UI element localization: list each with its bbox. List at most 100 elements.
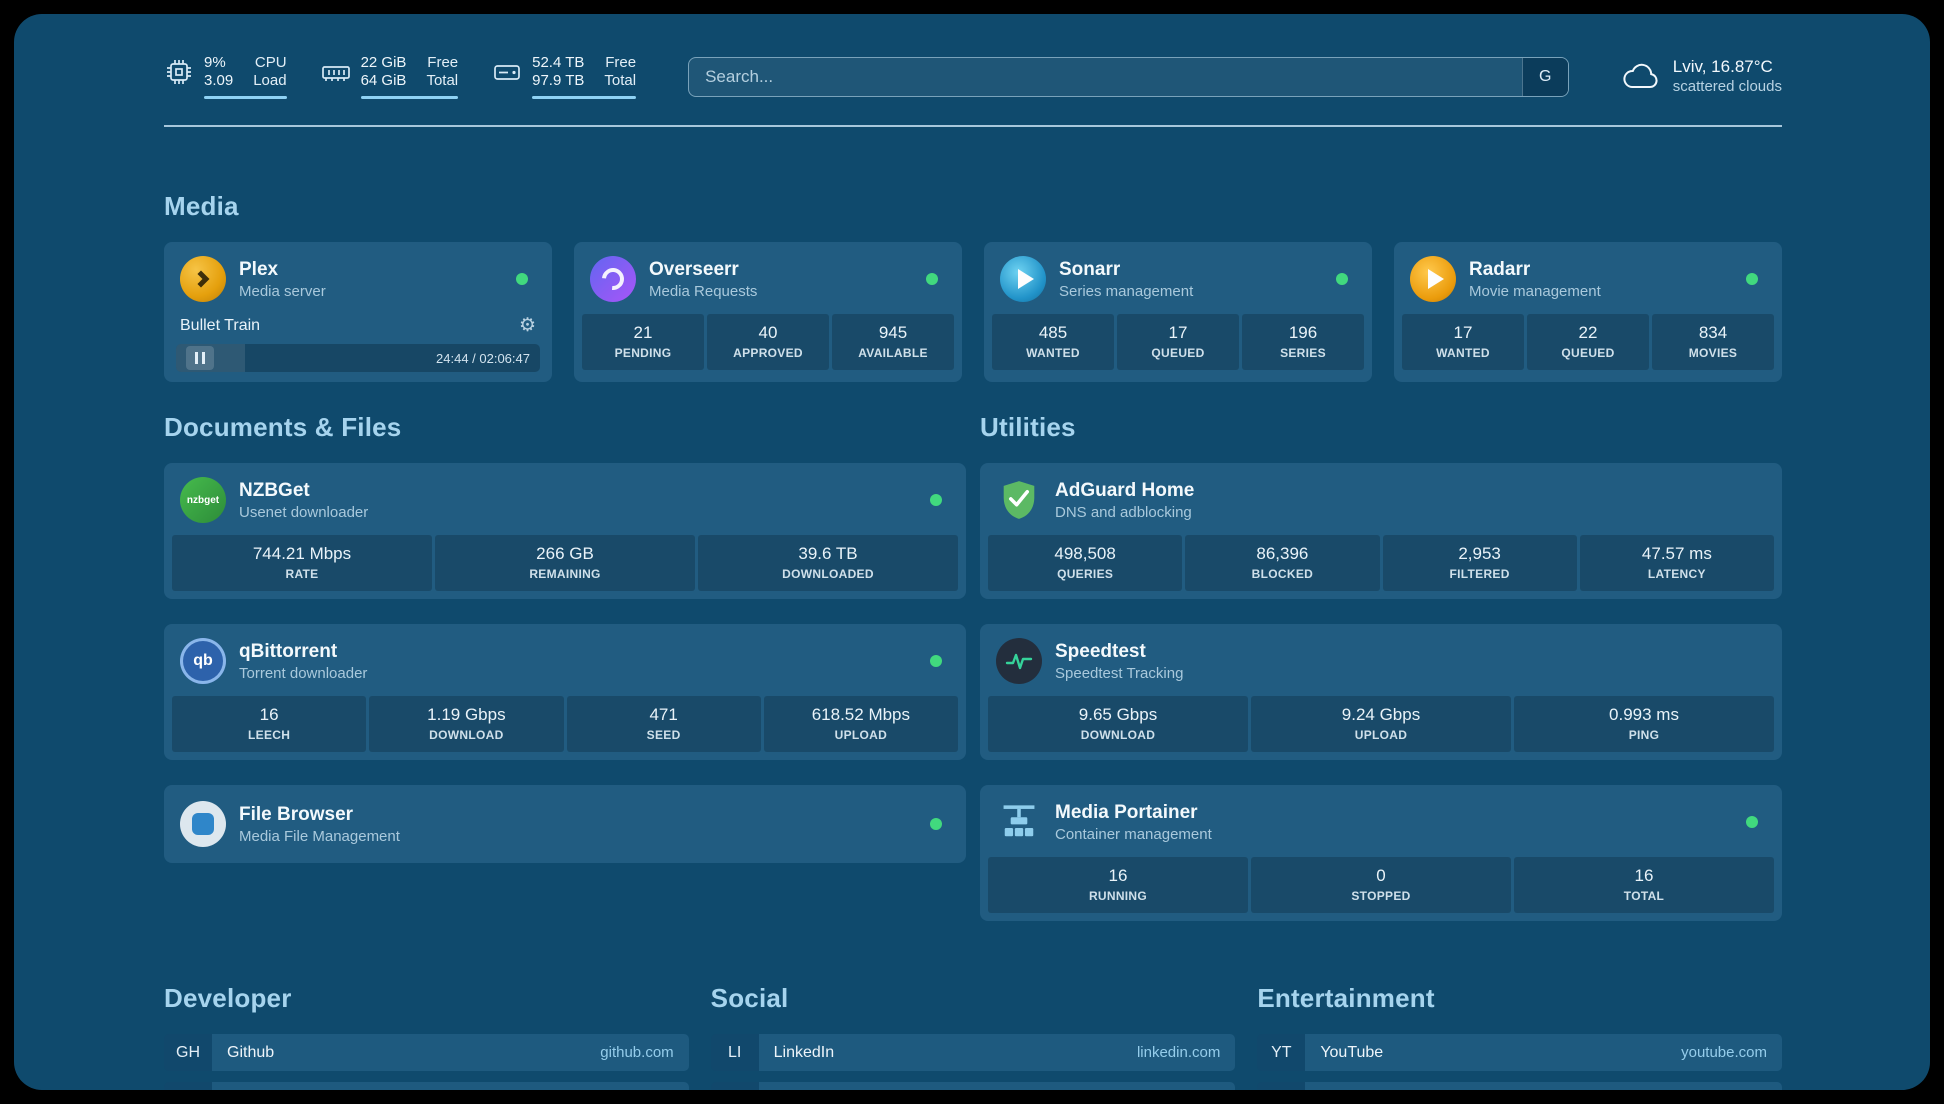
memory-total-label: Total: [426, 72, 459, 89]
service-card-plex: Plex Media server Bullet Train ⚙ 24:44 /…: [164, 242, 552, 382]
service-card-portainer: Media Portainer Container management 16 R…: [980, 785, 1782, 921]
sonarr-header-link[interactable]: Sonarr Series management: [992, 250, 1364, 314]
bookmark-url: github.com: [600, 1044, 674, 1061]
service-name[interactable]: Plex: [239, 258, 279, 280]
progress-fill: [176, 344, 246, 372]
stat-remaining: 266 GB REMAINING: [435, 535, 695, 591]
bookmark-name: YouTube: [1320, 1043, 1384, 1061]
bookmark-url: linkedin.com: [1136, 1044, 1221, 1061]
service-description: Media Requests: [649, 282, 758, 300]
stat-pending: 21 PENDING: [582, 314, 704, 370]
qbittorrent-header-link[interactable]: qb qBittorrent Torrent downloader: [172, 632, 958, 696]
disk-meter: [532, 96, 637, 99]
filebrowser-header-link[interactable]: File Browser Media File Management: [172, 793, 958, 855]
cpu-usage-value: 9%: [204, 54, 226, 71]
memory-widget: 22 GiB 64 GiB Free Total: [321, 54, 459, 99]
overseerr-icon[interactable]: [590, 256, 636, 302]
service-name[interactable]: AdGuard Home: [1055, 479, 1195, 501]
service-name[interactable]: File Browser: [239, 803, 354, 825]
memory-free-label: Free: [427, 54, 459, 71]
service-name[interactable]: NZBGet: [239, 479, 310, 501]
bookmark-linkedin[interactable]: LI LinkedIn linkedin.com: [710, 1034, 1236, 1071]
gear-icon[interactable]: ⚙: [518, 315, 536, 336]
cpu-meter: [204, 96, 287, 99]
sonarr-icon[interactable]: [1000, 256, 1046, 302]
stat-leech: 16 LEECH: [172, 696, 367, 752]
cpu-usage-label: CPU: [254, 54, 287, 71]
status-online-dot: [1336, 273, 1348, 285]
service-name[interactable]: qBittorrent: [239, 640, 338, 662]
stat-downloaded: 39.6 TB DOWNLOADED: [698, 535, 958, 591]
section-documents: Documents & Files nzbget NZBGet Usenet d…: [164, 412, 966, 863]
section-utilities: Utilities AdGuard Home DNS and a: [980, 412, 1782, 921]
bookmark-netflix[interactable]: NF Netflix netflix.com: [1257, 1082, 1782, 1090]
disk-widget: 52.4 TB 97.9 TB Free Total: [492, 54, 637, 99]
portainer-header-link[interactable]: Media Portainer Container management: [988, 793, 1774, 857]
service-description: Usenet downloader: [239, 503, 369, 521]
playback-progress-bar: 24:44 / 02:06:47: [176, 344, 540, 372]
bookmark-abbr: YT: [1257, 1034, 1306, 1071]
disk-total-label: Total: [604, 72, 637, 89]
service-description: DNS and adblocking: [1055, 503, 1192, 521]
plex-header-link[interactable]: Plex Media server: [172, 250, 544, 314]
search-bar: G: [688, 56, 1569, 97]
service-name[interactable]: Sonarr: [1059, 258, 1121, 280]
speedtest-header-link[interactable]: Speedtest Speedtest Tracking: [988, 632, 1774, 696]
plex-now-playing: Bullet Train ⚙ 24:44 / 02:06:47: [172, 316, 544, 374]
media-section-title: Media: [164, 191, 239, 221]
adguard-header-link[interactable]: AdGuard Home DNS and adblocking: [988, 471, 1774, 535]
bookmark-github[interactable]: GH Github github.com: [164, 1034, 689, 1071]
service-name[interactable]: Speedtest: [1055, 640, 1146, 662]
service-name[interactable]: Media Portainer: [1055, 801, 1198, 823]
pause-button[interactable]: [186, 346, 214, 370]
nzbget-header-link[interactable]: nzbget NZBGet Usenet downloader: [172, 471, 958, 535]
cpu-widget: 9% 3.09 CPU Load: [164, 54, 287, 99]
social-section-title: Social: [710, 983, 789, 1013]
service-description: Torrent downloader: [239, 664, 368, 682]
stat-blocked: 86,396 BLOCKED: [1185, 535, 1380, 591]
entertainment-section-title: Entertainment: [1257, 983, 1435, 1013]
stat-rate: 744.21 Mbps RATE: [172, 535, 432, 591]
bookmark-name: LinkedIn: [773, 1043, 835, 1061]
radarr-icon[interactable]: [1410, 256, 1456, 302]
service-description: Speedtest Tracking: [1055, 664, 1184, 682]
now-playing-title: Bullet Train: [180, 316, 261, 334]
stat-download: 9.65 Gbps DOWNLOAD: [988, 696, 1248, 752]
service-card-overseerr: Overseerr Media Requests 21 PENDING 40 APP…: [574, 242, 962, 382]
status-online-dot: [516, 273, 528, 285]
status-online-dot: [1746, 273, 1758, 285]
filebrowser-icon[interactable]: [180, 801, 226, 847]
playback-time: 24:44 / 02:06:47: [436, 350, 530, 366]
bookmark-twitter[interactable]: TW Twitter twitter.com: [710, 1082, 1236, 1090]
bookmark-stackoverflow[interactable]: SO StackOverflow stackoverflow.com: [164, 1082, 689, 1090]
disk-free-label: Free: [605, 54, 637, 71]
search-provider-button[interactable]: G: [1521, 57, 1568, 96]
service-card-speedtest: Speedtest Speedtest Tracking 9.65 Gbps DO…: [980, 624, 1782, 760]
search-input[interactable]: [689, 57, 1522, 96]
stat-movies: 834 MOVIES: [1652, 314, 1774, 370]
stat-running: 16 RUNNING: [988, 857, 1248, 913]
disk-total-value: 97.9 TB: [532, 72, 585, 89]
status-online-dot: [1746, 816, 1758, 828]
adguard-icon[interactable]: [996, 477, 1042, 523]
bookmark-abbr: SO: [164, 1082, 212, 1090]
service-card-sonarr: Sonarr Series management 485 WANTED 17 QUE…: [984, 242, 1372, 382]
bookmark-youtube[interactable]: YT YouTube youtube.com: [1257, 1034, 1782, 1071]
status-online-dot: [930, 494, 942, 506]
qbittorrent-icon[interactable]: qb: [180, 638, 226, 684]
disk-icon: [492, 57, 522, 87]
service-name[interactable]: Overseerr: [649, 258, 739, 280]
cpu-load-value: 3.09: [204, 72, 234, 89]
speedtest-icon[interactable]: [996, 638, 1042, 684]
overseerr-header-link[interactable]: Overseerr Media Requests: [582, 250, 954, 314]
stat-stopped: 0 STOPPED: [1251, 857, 1511, 913]
stat-available: 945 AVAILABLE: [832, 314, 954, 370]
radarr-header-link[interactable]: Radarr Movie management: [1402, 250, 1774, 314]
documents-section-title: Documents & Files: [164, 412, 402, 442]
service-name[interactable]: Radarr: [1469, 258, 1531, 280]
bookmark-abbr: GH: [164, 1034, 212, 1071]
portainer-icon[interactable]: [996, 799, 1042, 845]
nzbget-icon[interactable]: nzbget: [180, 477, 226, 523]
plex-icon[interactable]: [180, 256, 226, 302]
memory-free-value: 22 GiB: [360, 54, 407, 71]
